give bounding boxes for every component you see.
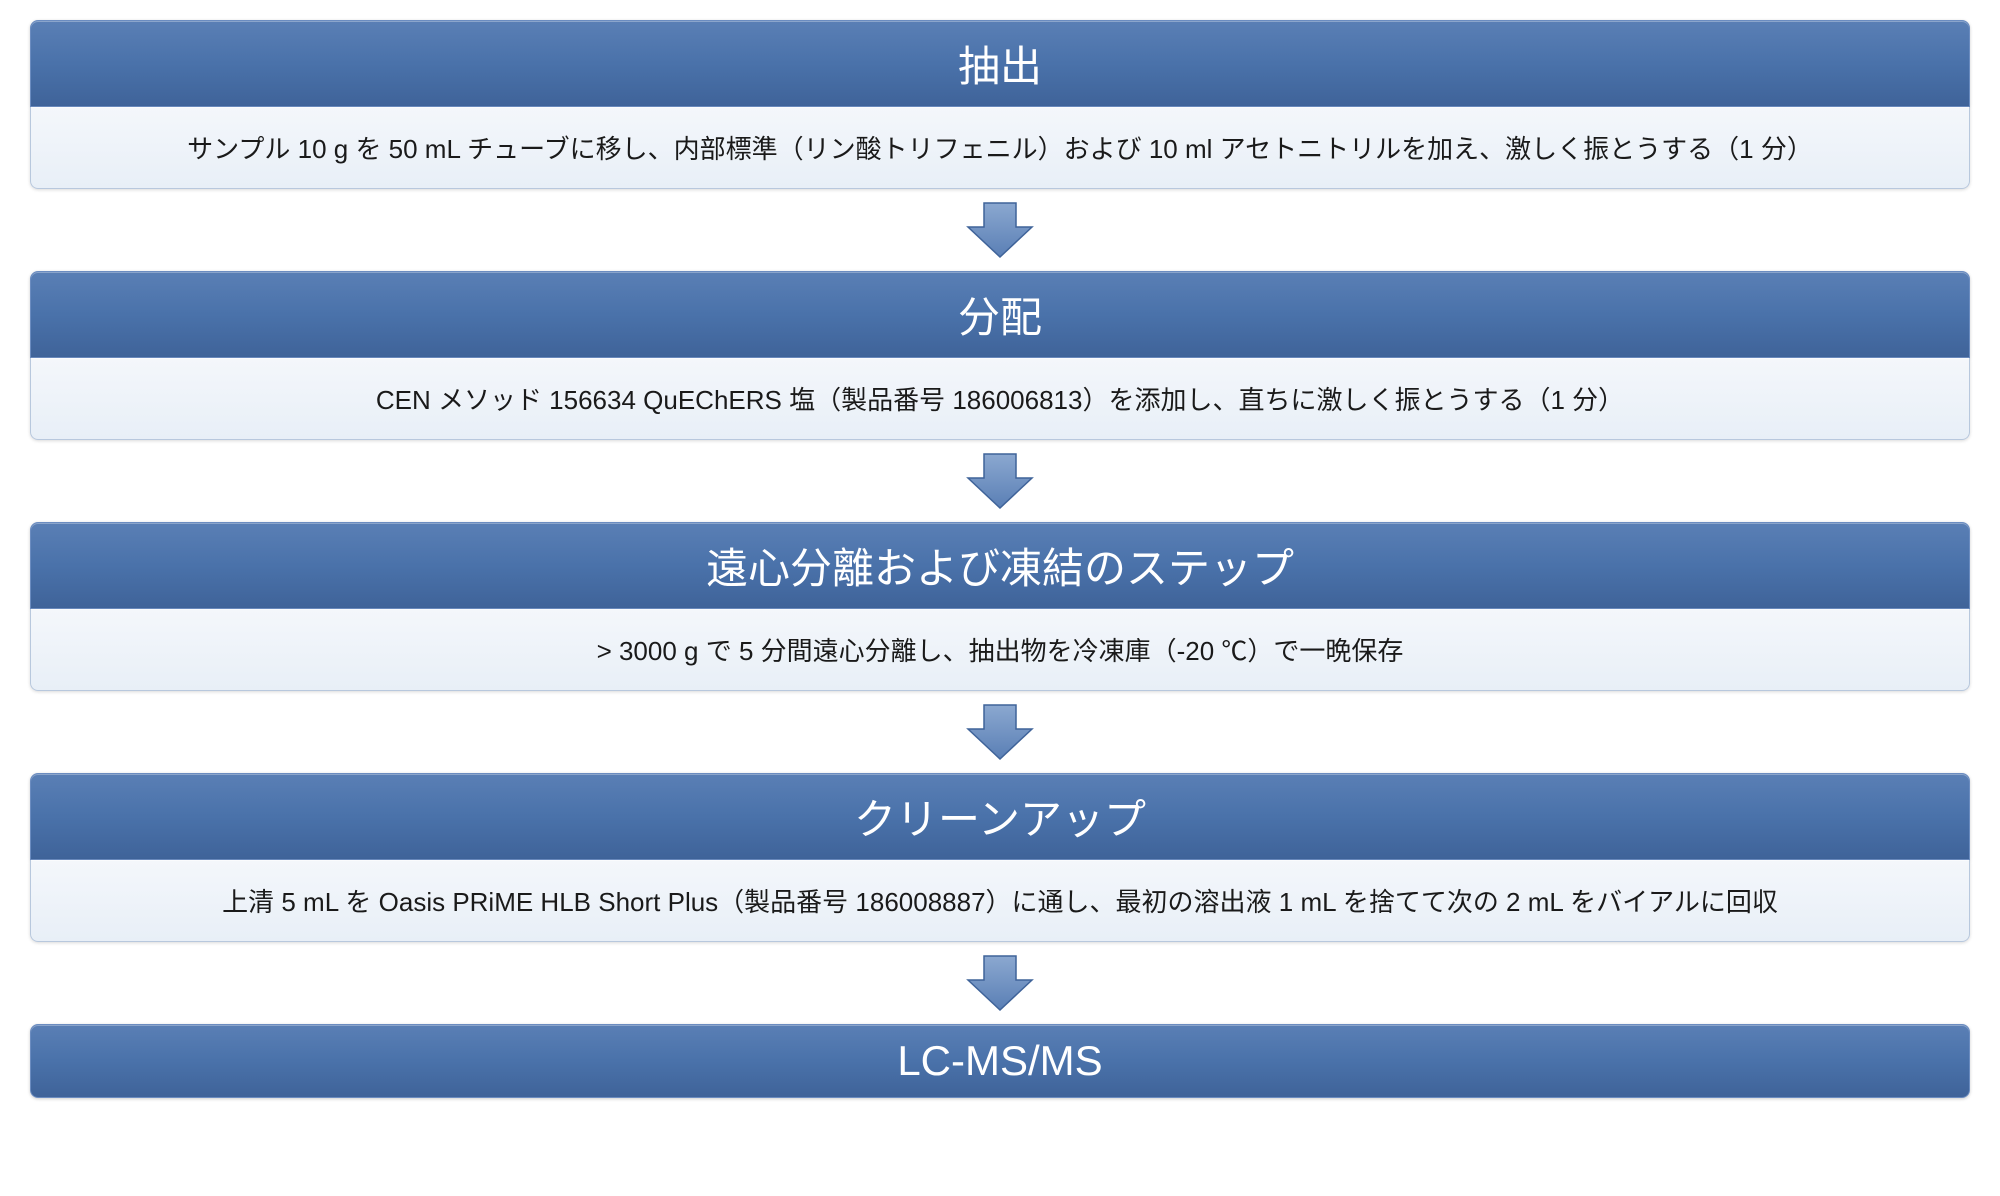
step-header: 分配 <box>30 271 1970 358</box>
step-lcmsms: LC-MS/MS <box>30 1024 1970 1098</box>
step-body: 上清 5 mL を Oasis PRiME HLB Short Plus（製品番… <box>30 860 1970 942</box>
step-partition: 分配 CEN メソッド 156634 QuEChERS 塩（製品番号 18600… <box>30 271 1970 440</box>
arrow-down-icon <box>964 697 1036 767</box>
step-header: 抽出 <box>30 20 1970 107</box>
step-header: LC-MS/MS <box>30 1024 1970 1098</box>
step-header: 遠心分離および凍結のステップ <box>30 522 1970 609</box>
flowchart: 抽出 サンプル 10 g を 50 mL チューブに移し、内部標準（リン酸トリフ… <box>20 20 1980 1098</box>
step-centrifuge-freeze: 遠心分離および凍結のステップ > 3000 g で 5 分間遠心分離し、抽出物を… <box>30 522 1970 691</box>
step-body: サンプル 10 g を 50 mL チューブに移し、内部標準（リン酸トリフェニル… <box>30 107 1970 189</box>
arrow-down-icon <box>964 446 1036 516</box>
step-extraction: 抽出 サンプル 10 g を 50 mL チューブに移し、内部標準（リン酸トリフ… <box>30 20 1970 189</box>
step-cleanup: クリーンアップ 上清 5 mL を Oasis PRiME HLB Short … <box>30 773 1970 942</box>
arrow-down-icon <box>964 948 1036 1018</box>
step-header: クリーンアップ <box>30 773 1970 860</box>
arrow-down-icon <box>964 195 1036 265</box>
step-body: > 3000 g で 5 分間遠心分離し、抽出物を冷凍庫（-20 ℃）で一晩保存 <box>30 609 1970 691</box>
step-body: CEN メソッド 156634 QuEChERS 塩（製品番号 18600681… <box>30 358 1970 440</box>
